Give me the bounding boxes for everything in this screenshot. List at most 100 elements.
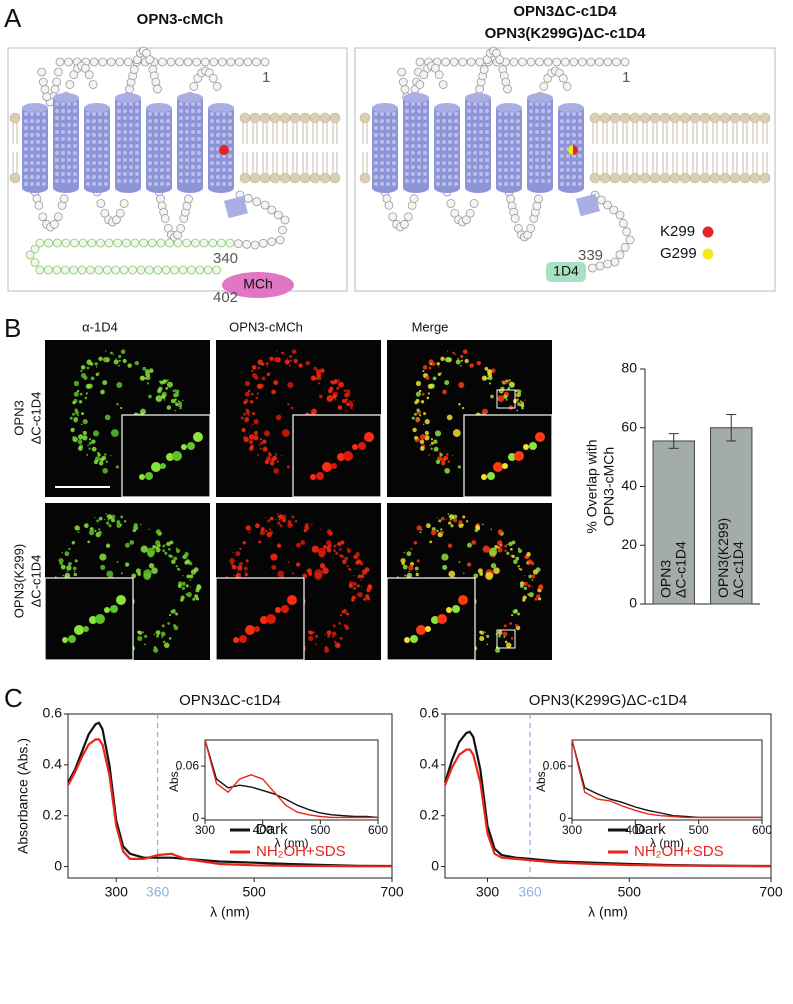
signal xyxy=(509,622,513,625)
signal xyxy=(88,438,92,441)
helix-residue xyxy=(484,164,490,170)
signal xyxy=(184,552,189,557)
helix-residue xyxy=(209,132,215,138)
inset xyxy=(386,577,476,661)
helix-residue xyxy=(147,174,153,180)
signal xyxy=(168,637,172,640)
helix-residue xyxy=(453,153,459,159)
signal xyxy=(500,380,504,383)
signal xyxy=(252,412,256,416)
lipid-head xyxy=(739,112,751,124)
helix-residue xyxy=(153,167,159,173)
signal xyxy=(488,547,498,557)
residue xyxy=(275,235,285,245)
helix-residue xyxy=(178,136,184,142)
helix-residue xyxy=(209,146,215,152)
inset-signal xyxy=(425,626,431,632)
helix-residue xyxy=(66,122,72,128)
signal xyxy=(440,356,445,361)
helix-residue xyxy=(35,118,41,124)
helix-residue xyxy=(23,174,29,180)
signal xyxy=(78,434,84,440)
signal xyxy=(251,365,257,370)
signal xyxy=(88,529,95,536)
helix-residue xyxy=(484,129,490,135)
helix-bottom xyxy=(372,183,398,193)
signal xyxy=(105,513,108,515)
signal xyxy=(95,366,98,368)
signal xyxy=(352,581,357,586)
helix-residue xyxy=(379,174,385,180)
helix-residue xyxy=(410,136,416,142)
signal xyxy=(340,540,345,545)
residue xyxy=(216,238,226,248)
helix-residue xyxy=(546,171,552,177)
lipid-head xyxy=(589,172,601,184)
inset-signal xyxy=(458,595,468,605)
signal xyxy=(270,553,278,561)
helix-residue xyxy=(215,174,221,180)
helix-residue xyxy=(422,178,428,184)
helix-residue xyxy=(503,160,509,166)
helix-residue xyxy=(497,125,503,131)
helix-residue xyxy=(91,132,97,138)
signal xyxy=(278,518,281,521)
signal xyxy=(276,543,282,548)
inset-signal xyxy=(166,453,174,461)
signal xyxy=(120,349,126,354)
signal xyxy=(455,359,461,365)
residue xyxy=(234,57,244,67)
helix-residue xyxy=(159,111,165,117)
residue xyxy=(80,63,90,73)
signal xyxy=(95,372,99,376)
helix-residue xyxy=(416,129,422,135)
signal xyxy=(110,351,113,355)
helix-residue xyxy=(184,157,190,163)
signal xyxy=(422,423,425,426)
diagram-art xyxy=(9,46,771,298)
category-label: OPN3(K299) xyxy=(715,518,731,598)
helix-residue xyxy=(373,118,379,124)
signal xyxy=(263,430,271,437)
signal xyxy=(427,383,433,389)
helix-residue xyxy=(478,157,484,163)
signal xyxy=(175,547,178,550)
helix-residue xyxy=(134,122,140,128)
helix-residue xyxy=(227,167,233,173)
signal xyxy=(163,380,166,383)
signal xyxy=(435,459,441,465)
residue xyxy=(44,265,53,275)
residue xyxy=(104,238,114,248)
lipid-head xyxy=(259,172,271,184)
helix-residue xyxy=(484,122,490,128)
helix-residue xyxy=(23,153,29,159)
signal xyxy=(415,572,419,577)
helix-residue xyxy=(422,143,428,149)
helix-residue xyxy=(122,129,128,135)
helix-residue xyxy=(497,181,503,187)
helix-residue xyxy=(196,122,202,128)
residue xyxy=(65,80,75,89)
helix-residue xyxy=(410,164,416,170)
signal xyxy=(308,572,313,576)
signal xyxy=(338,622,342,625)
lipid-head xyxy=(719,172,731,184)
series-line xyxy=(443,748,772,868)
helix-residue xyxy=(404,129,410,135)
signal xyxy=(504,549,507,552)
signal xyxy=(242,412,246,416)
inset-signal xyxy=(233,637,239,643)
helix-residue xyxy=(209,118,215,124)
residue-label: 402 xyxy=(213,289,238,306)
helix-residue xyxy=(147,132,153,138)
panel-label: A xyxy=(4,3,22,33)
signal xyxy=(98,516,103,521)
signal xyxy=(311,408,317,415)
residue xyxy=(388,212,398,222)
inset-signal xyxy=(452,605,460,613)
residue xyxy=(189,82,199,91)
lipid-head xyxy=(279,172,291,184)
helix-residue xyxy=(571,132,577,138)
helix-residue xyxy=(128,171,134,177)
helix-residue xyxy=(72,143,78,149)
